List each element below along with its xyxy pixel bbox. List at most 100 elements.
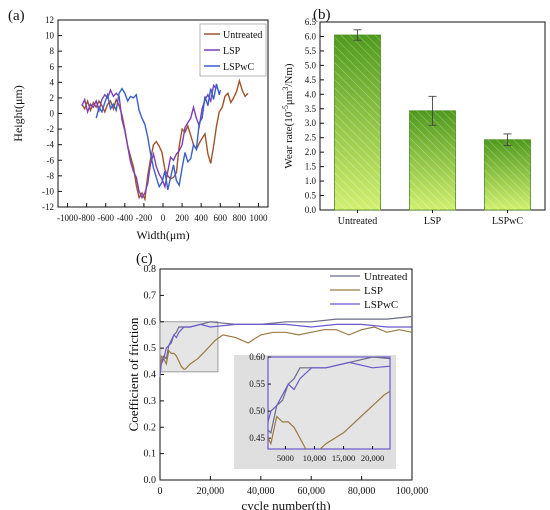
x-tick-label-a: -400: [117, 213, 134, 223]
legend-label-a: LSP: [223, 46, 241, 57]
legend-label-a: Untreated: [223, 30, 262, 41]
y-tick-label-b: 0.5: [305, 191, 317, 201]
x-tick-label-a: -600: [97, 213, 114, 223]
y-axis-label-b-part: /Nm): [283, 63, 295, 87]
y-tick-label-a: 12: [45, 15, 54, 25]
y-tick-label-a: -2: [47, 124, 55, 134]
x-tick-label-a: 800: [233, 213, 247, 223]
y-axis-label-c: Coefficient of friction: [126, 317, 141, 431]
legend-label-a: LSPwC: [223, 62, 254, 73]
panel-label-b: (b): [313, 7, 331, 23]
inset-y-tick-label: 0.60: [249, 352, 265, 362]
y-tick-label-a: 10: [45, 31, 55, 41]
y-tick-label-a: 8: [50, 46, 55, 56]
y-tick-label-a: 2: [50, 93, 55, 103]
y-tick-label-b: 2.5: [305, 133, 317, 143]
x-tick-label-b: LSP: [424, 216, 442, 227]
y-tick-label-c: 0.1: [144, 449, 157, 460]
inset-x-tick-label: 20,000: [361, 453, 384, 463]
panel-label-a: (a): [8, 8, 25, 24]
inset-y-tick-label: 0.55: [249, 379, 265, 389]
bar-hatch-lsp: [409, 110, 456, 210]
y-axis-label-b-part: μm: [283, 90, 295, 105]
inset-x-tick-label: 15,000: [332, 453, 355, 463]
y-tick-label-c: 0.3: [144, 396, 157, 407]
x-tick-label-c: 0: [158, 486, 163, 497]
x-tick-label-a: 0: [161, 213, 166, 223]
y-tick-label-c: 0.5: [144, 343, 157, 354]
series-line-a-lsp: [81, 84, 218, 200]
y-tick-label-b: 0.0: [305, 205, 317, 215]
y-tick-label-b: 5.5: [305, 46, 317, 56]
y-tick-label-b: 5.0: [305, 60, 317, 70]
y-tick-label-c: 0.7: [144, 290, 157, 301]
y-tick-label-a: 6: [50, 62, 55, 72]
series-line-c-lsp: [159, 326, 413, 370]
x-tick-label-c: 60,000: [297, 486, 325, 497]
y-tick-label-a: 0: [50, 109, 55, 119]
x-tick-label-a: 600: [214, 213, 228, 223]
y-tick-label-c: 0.6: [144, 317, 157, 328]
y-axis-label-b-part: -5: [281, 105, 290, 112]
y-tick-label-c: 0.2: [144, 422, 157, 433]
x-tick-label-c: 20,000: [197, 486, 225, 497]
x-tick-label-a: 1000: [249, 213, 268, 223]
y-tick-label-a: -12: [42, 202, 54, 212]
y-tick-label-c: 0.0: [144, 475, 157, 486]
panel-label-c: (c): [136, 251, 153, 267]
inset-x-tick-label: 10,000: [303, 453, 326, 463]
series-line-a-lspwc: [95, 83, 221, 191]
series-line-c-lspwc: [159, 323, 412, 375]
inset-series-group: [268, 357, 390, 449]
inset-series-line-lspwc: [268, 361, 390, 425]
x-tick-label-a: 200: [175, 213, 189, 223]
inset-frame: [267, 356, 391, 450]
x-axis-label-a: Width(μm): [136, 228, 189, 242]
y-tick-label-b: 6.0: [305, 31, 317, 41]
y-tick-label-a: 4: [50, 77, 55, 87]
bar-hatch-untreated: [334, 35, 381, 211]
legend-label-c: LSP: [364, 285, 383, 297]
x-tick-label-a: -1000: [57, 213, 78, 223]
x-tick-label-a: -800: [78, 213, 95, 223]
inset-y-tick-label: 0.45: [249, 433, 265, 443]
x-tick-label-a: -200: [136, 213, 153, 223]
panel-c: (c) 0.0 0.1 0.2 0.3 0.4 0.5 0.6 0.7 0.8 0 20,000 40,…: [126, 251, 429, 510]
legend-a: [199, 23, 267, 77]
y-tick-label-b: 1.5: [305, 162, 317, 172]
x-tick-label-c: 40,000: [247, 486, 275, 497]
inset-c: 0.45 0.50 0.55 0.60 5000 10,000 15,000 20,000: [234, 352, 396, 469]
y-tick-label-c: 0.4: [144, 370, 157, 381]
y-tick-label-a: -4: [47, 140, 55, 150]
y-axis-label-b-part: Wear rate(10: [283, 111, 295, 168]
y-axis-label-b-part: 3: [281, 87, 290, 91]
y-tick-label-a: -8: [47, 171, 55, 181]
y-tick-label-b: 4.5: [305, 75, 317, 85]
y-tick-label-b: 3.5: [305, 104, 317, 114]
inset-x-tick-label: 5000: [277, 453, 294, 463]
x-axis-label-c: cycle number(th): [241, 498, 330, 510]
y-axis-label-b: Wear rate(10-5μm3/Nm): [281, 63, 295, 169]
bar-hatch-lspwc: [484, 139, 531, 210]
x-tick-label-b: Untreated: [338, 216, 377, 227]
y-tick-label-a: -10: [42, 186, 54, 196]
x-tick-label-c: 100,000: [396, 486, 429, 497]
y-axis-label-a: Height(μm): [11, 85, 25, 141]
x-tick-label-a: 400: [194, 213, 208, 223]
inset-y-tick-label: 0.50: [249, 406, 265, 416]
y-tick-label-b: 2.0: [305, 147, 317, 157]
inset-series-line-lsp: [268, 390, 390, 449]
x-tick-label-c: 80,000: [348, 486, 376, 497]
y-tick-label-b: 1.0: [305, 176, 317, 186]
y-tick-label-b: 3.0: [305, 118, 317, 128]
highlight-box: [159, 321, 219, 373]
y-tick-label-a: -6: [47, 155, 55, 165]
y-tick-label-c: 0.8: [144, 264, 157, 275]
legend-label-c: LSPwC: [364, 299, 398, 311]
y-tick-label-b: 6.5: [305, 17, 317, 27]
y-tick-label-b: 4.0: [305, 89, 317, 99]
legend-label-c: Untreated: [364, 271, 408, 283]
x-tick-label-b: LSPwC: [492, 216, 523, 227]
